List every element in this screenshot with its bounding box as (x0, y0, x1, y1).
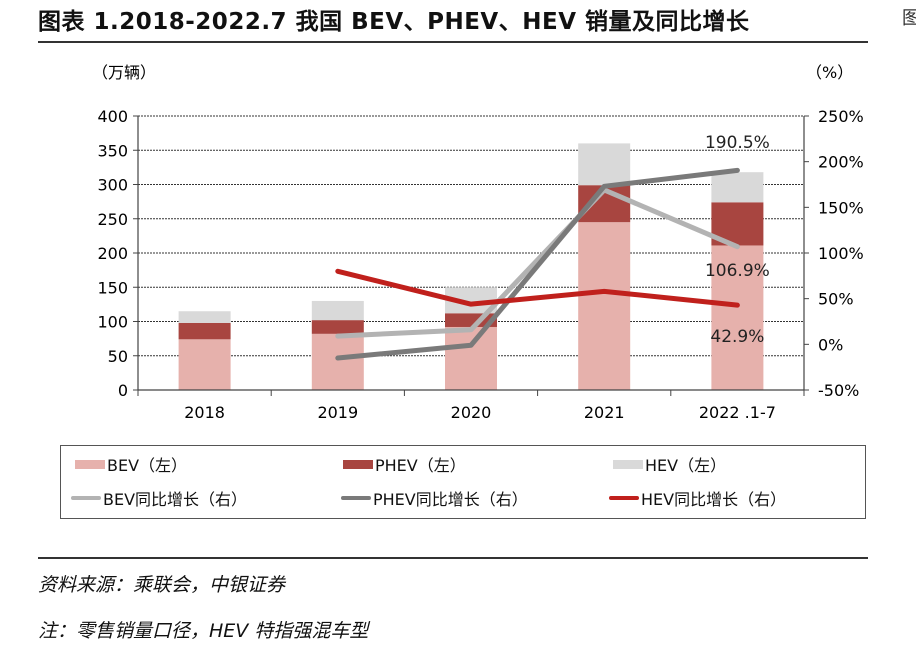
y-tick-label: 200 (97, 244, 128, 263)
growth-line (335, 268, 740, 308)
y2-tick-label: 0% (818, 335, 843, 354)
chart-title: 图表 1.2018-2022.7 我国 BEV、PHEV、HEV 销量及同比增长 (38, 9, 750, 35)
bar-segment (311, 300, 364, 321)
y-tick-label: 100 (97, 313, 128, 332)
legend-label: HEV同比增长（右） (641, 490, 787, 509)
growth-line (335, 167, 740, 361)
bar-segment (311, 320, 364, 334)
y2-tick-label: 250% (818, 107, 864, 126)
title-divider (38, 41, 868, 43)
legend-label: PHEV（左） (375, 456, 466, 475)
y-tick-label: 150 (97, 278, 128, 297)
bar-segment (178, 322, 231, 340)
y-tick-label: 350 (97, 141, 128, 160)
x-tick-label: 2021 (584, 403, 625, 422)
y-tick-label: 300 (97, 176, 128, 195)
legend-hev: HEV（左） (613, 452, 726, 476)
legend-line (341, 496, 371, 500)
bar-segment (711, 172, 764, 203)
legend-label: PHEV同比增长（右） (373, 490, 528, 509)
y2-axis-label: （%） (806, 63, 853, 82)
legend-bev-growth: BEV同比增长（右） (71, 486, 247, 510)
y2-tick-label: -50% (818, 381, 859, 400)
legend-bev: BEV（左） (75, 452, 187, 476)
y-axis-label: （万辆） (92, 63, 156, 82)
x-tick-label: 2020 (451, 403, 492, 422)
data-label: 190.5% (705, 133, 770, 153)
y2-tick-label: 100% (818, 244, 864, 263)
legend-swatch (75, 459, 105, 469)
y2-tick-label: 200% (818, 153, 864, 172)
legend-swatch (613, 459, 643, 469)
bar-segment (578, 222, 631, 390)
y-tick-label: 50 (108, 347, 128, 366)
chart-canvas: 0 50 100 150 200 250 300 350 400 -50% 0% 50% 100% 150… (92, 63, 864, 422)
bar-segment (711, 245, 764, 390)
y2-tick-label: 50% (818, 290, 854, 309)
y-tick-label: 250 (97, 210, 128, 229)
x-tick-label: 2018 (184, 403, 225, 422)
legend-label: BEV同比增长（右） (103, 490, 248, 509)
bar-segment (178, 311, 231, 323)
x-tick-label: 2019 (317, 403, 358, 422)
bar-segment (445, 326, 497, 390)
bar-segment (178, 339, 231, 390)
growth-line (335, 187, 740, 339)
bar-segment (311, 333, 364, 390)
footnote: 注：零售销量口径，HEV 特指强混车型 (38, 620, 369, 642)
x-tick-label: 2022 .1-7 (699, 403, 776, 422)
source-note: 资料来源：乘联会，中银证券 (38, 574, 286, 596)
legend-swatch (343, 459, 373, 469)
y2-tick-label: 150% (818, 198, 864, 217)
legend-line (609, 496, 639, 500)
footer-divider (38, 557, 868, 559)
legend-hev-growth: HEV同比增长（右） (609, 486, 786, 510)
legend: BEV（左） PHEV（左） HEV（左） BEV同比增长（右） PHEV同比增… (60, 445, 866, 519)
y-tick-label: 0 (118, 381, 128, 400)
legend-phev-growth: PHEV同比增长（右） (341, 486, 528, 510)
data-label: 42.9% (710, 327, 764, 347)
adjacent-fragment: 图 (902, 8, 916, 29)
legend-line (71, 496, 101, 500)
y-tick-label: 400 (97, 107, 128, 126)
legend-label: BEV（左） (107, 456, 188, 475)
legend-label: HEV（左） (645, 456, 727, 475)
data-label: 106.9% (705, 261, 770, 281)
bar-segment (578, 143, 631, 186)
legend-phev: PHEV（左） (343, 452, 466, 476)
